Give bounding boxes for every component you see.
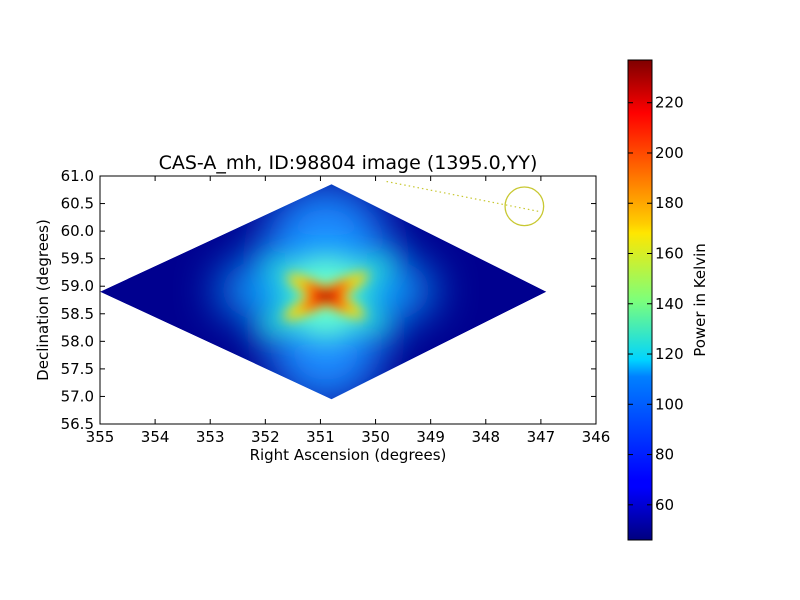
plot-frame [99,175,597,425]
colorbar-tick-label: 180 [655,194,684,212]
x-tick-label: 352 [251,428,280,446]
y-tick-label: 58.0 [61,332,94,350]
beam-circle-marker [504,186,545,227]
colorbar-tick-label: 140 [655,295,684,313]
x-tick-label: 355 [86,428,115,446]
y-tick-label: 57.0 [61,387,94,405]
x-tick-label: 350 [361,428,390,446]
y-tick-label: 60.5 [61,195,94,213]
colorbar-tick-label: 80 [655,446,674,464]
colorbar [627,59,653,541]
y-axis-ticks: 56.5 57.0 57.5 58.0 58.5 59.0 59.5 60.0 60.5 61.0 [61,167,596,433]
peak-core [315,290,336,303]
heatmap-image [100,184,547,400]
x-tick-label: 347 [527,428,556,446]
x-tick-label: 354 [141,428,170,446]
dotted-line [386,180,542,213]
x-tick-label: 349 [416,428,445,446]
x-axis-label: Right Ascension (degrees) [250,446,447,464]
y-axis-label: Declination (degrees) [34,219,52,381]
y-tick-label: 58.5 [61,305,94,323]
colorbar-tick-label: 200 [655,144,684,162]
x-tick-label: 346 [582,428,611,446]
colorbar-tick-label: 60 [655,496,674,514]
x-tick-label: 351 [306,428,335,446]
colorbar-tick-label: 100 [655,395,684,413]
y-tick-label: 57.5 [61,360,94,378]
chart-title: CAS-A_mh, ID:98804 image (1395.0,YY) [159,152,538,174]
y-tick-label: 59.5 [61,250,94,268]
colorbar-tick-label: 120 [655,345,684,363]
y-tick-label: 61.0 [61,167,94,185]
colorbar-tick-label: 220 [655,94,684,112]
colorbar-tick-label: 160 [655,245,684,263]
y-tick-label: 60.0 [61,222,94,240]
x-axis-ticks: 355 354 353 352 351 350 349 348 347 346 [86,176,611,446]
colorbar-ticks: 60 80 100 120 140 160 180 200 220 [628,94,684,514]
colorbar-label: Power in Kelvin [691,243,709,357]
y-tick-label: 59.0 [61,277,94,295]
x-tick-label: 348 [471,428,500,446]
y-tick-label: 56.5 [61,415,94,433]
x-tick-label: 353 [196,428,225,446]
